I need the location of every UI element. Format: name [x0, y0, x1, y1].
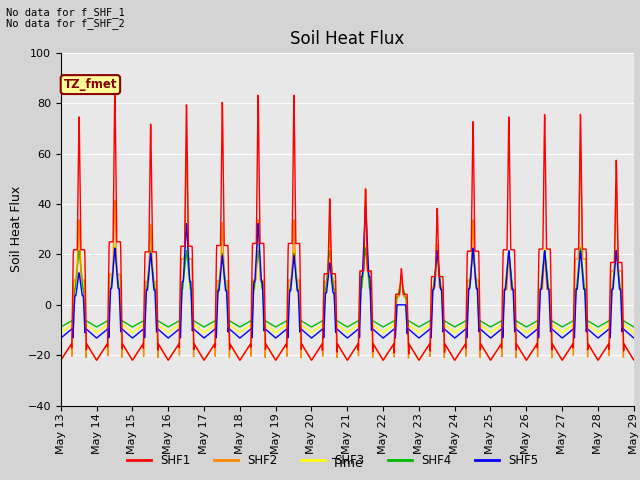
- SHF1: [382, 353, 390, 359]
- SHF5: [552, 330, 560, 336]
- SHF4: [382, 323, 390, 328]
- SHF2: [382, 353, 390, 359]
- Line: SHF3: SHF3: [61, 231, 634, 333]
- SHF2: [114, 272, 122, 277]
- SHF1: [520, 353, 528, 359]
- SHF3: [115, 282, 122, 288]
- Line: SHF5: SHF5: [61, 206, 634, 338]
- X-axis label: Time: Time: [332, 457, 363, 470]
- SHF3: [57, 330, 65, 336]
- SHF2: [520, 353, 528, 359]
- SHF5: [630, 335, 637, 341]
- SHF4: [622, 319, 630, 325]
- SHF1: [238, 354, 246, 360]
- SHF4: [115, 280, 122, 286]
- SHF1: [115, 239, 122, 245]
- SHF4: [630, 324, 637, 330]
- SHF3: [520, 328, 528, 334]
- Text: No data for f_SHF_1: No data for f_SHF_1: [6, 7, 125, 18]
- SHF3: [238, 328, 246, 334]
- Title: Soil Heat Flux: Soil Heat Flux: [290, 30, 404, 48]
- SHF3: [552, 325, 560, 331]
- SHF3: [622, 324, 630, 329]
- SHF4: [520, 323, 528, 328]
- SHF5: [622, 328, 630, 334]
- Y-axis label: Soil Heat Flux: Soil Heat Flux: [10, 186, 24, 272]
- Line: SHF2: SHF2: [61, 147, 634, 360]
- SHF5: [362, 204, 369, 209]
- SHF4: [57, 324, 65, 330]
- SHF4: [111, 245, 118, 251]
- SHF2: [238, 354, 246, 360]
- SHF5: [382, 333, 390, 339]
- SHF2: [552, 348, 560, 354]
- SHF4: [238, 323, 246, 329]
- SHF3: [630, 329, 637, 335]
- SHF2: [622, 344, 630, 350]
- Text: No data for f_SHF_2: No data for f_SHF_2: [6, 18, 125, 29]
- Line: SHF1: SHF1: [61, 88, 634, 360]
- Line: SHF4: SHF4: [61, 248, 634, 327]
- SHF1: [630, 357, 637, 363]
- SHF1: [622, 344, 630, 349]
- SHF2: [630, 357, 637, 363]
- SHF5: [114, 285, 122, 290]
- SHF1: [111, 85, 118, 91]
- SHF1: [57, 357, 65, 363]
- SHF3: [75, 228, 83, 234]
- SHF5: [520, 333, 528, 339]
- Text: TZ_fmet: TZ_fmet: [63, 78, 117, 91]
- SHF3: [382, 328, 390, 334]
- SHF1: [552, 348, 560, 353]
- SHF2: [57, 357, 65, 363]
- Legend: SHF1, SHF2, SHF3, SHF4, SHF5: SHF1, SHF2, SHF3, SHF4, SHF5: [123, 449, 543, 472]
- SHF5: [238, 334, 246, 339]
- SHF4: [552, 321, 560, 326]
- SHF5: [57, 335, 65, 341]
- SHF2: [182, 144, 190, 150]
